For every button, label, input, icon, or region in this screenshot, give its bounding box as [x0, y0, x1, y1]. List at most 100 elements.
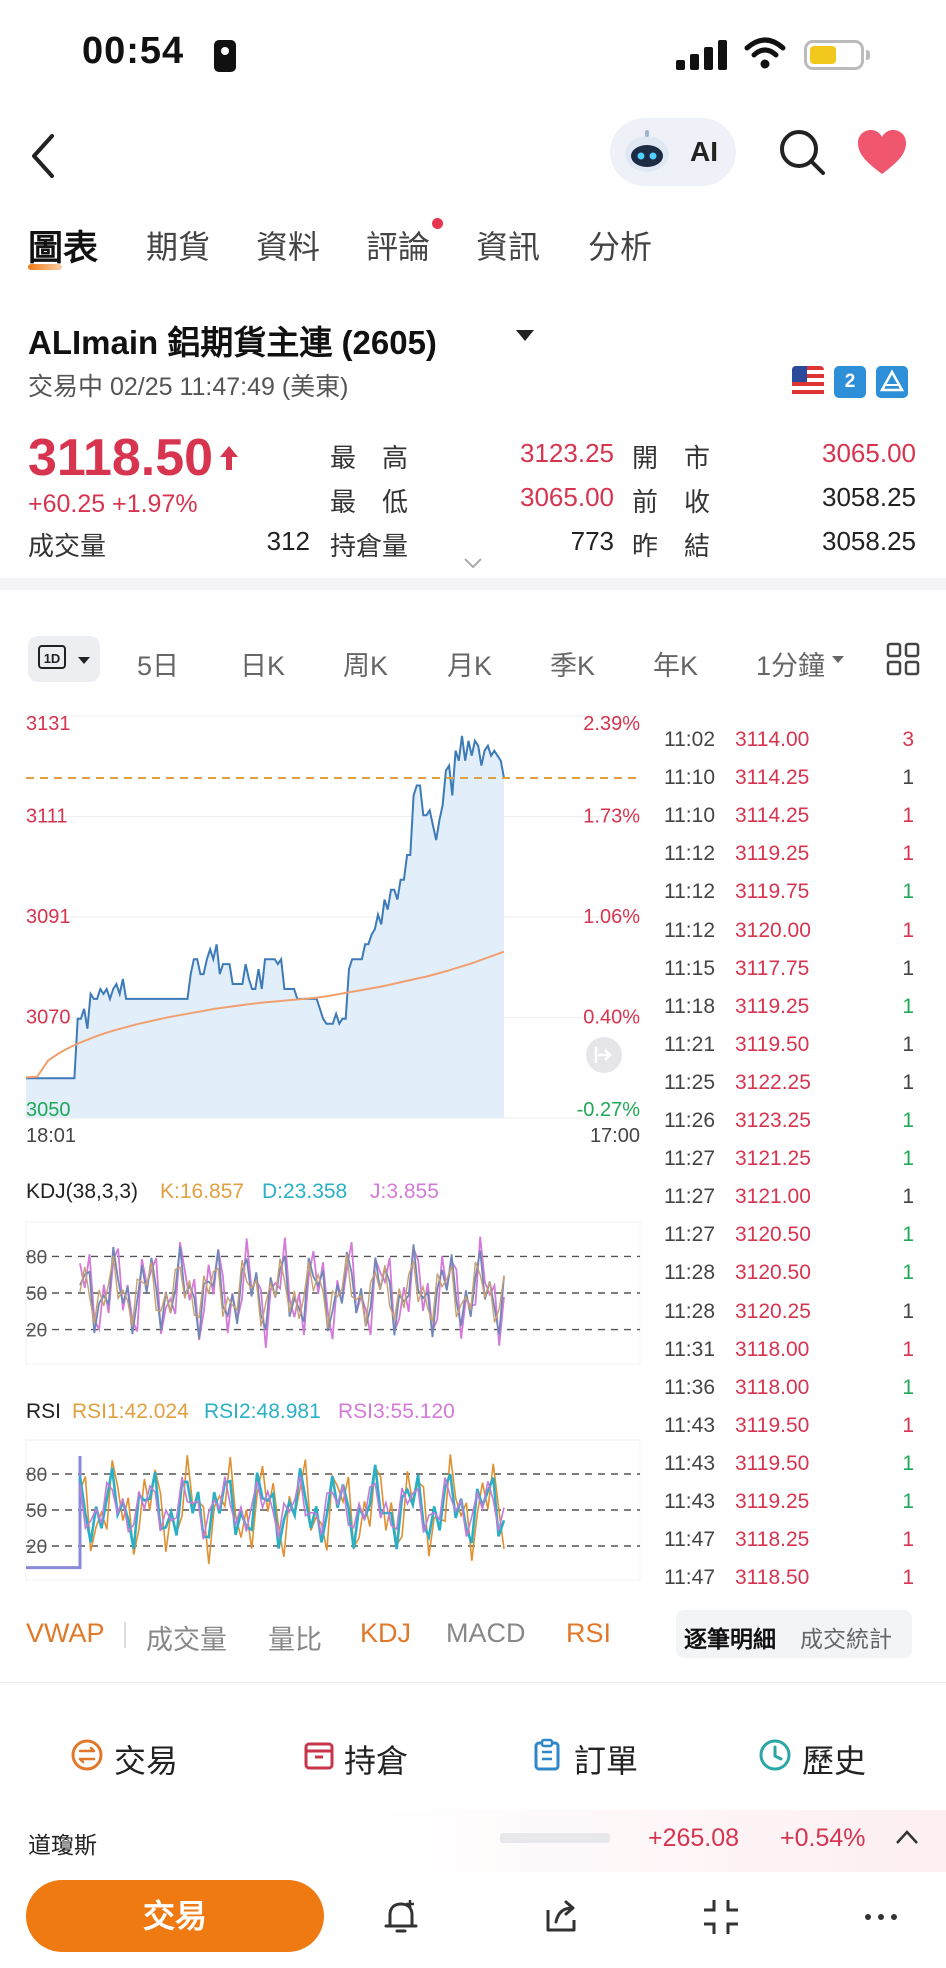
arrow-right-icon: [594, 1047, 612, 1063]
trade-volume: 1: [902, 1299, 914, 1323]
share-icon[interactable]: [540, 1896, 582, 1938]
history-clock-icon: [759, 1739, 791, 1771]
more-options-icon[interactable]: [860, 1896, 902, 1938]
y-tick-label: 3131: [26, 713, 71, 735]
grid-layout-icon[interactable]: [886, 642, 920, 676]
tab-comments[interactable]: 評論: [366, 229, 431, 265]
tab-data[interactable]: 資料: [256, 229, 321, 265]
trade-price: 3117.75: [735, 956, 810, 980]
indicator-macd[interactable]: MACD: [446, 1618, 526, 1648]
chevron-up-icon[interactable]: [894, 1828, 920, 1846]
period-1min[interactable]: 1分鐘: [756, 651, 826, 681]
ai-assistant-button[interactable]: AI: [610, 118, 736, 186]
indicator-rsi[interactable]: RSI: [566, 1618, 612, 1648]
low-label: 最 低: [330, 487, 409, 517]
price-alert-bell-icon[interactable]: [380, 1896, 422, 1938]
trade-row: 11:21 3119.50 1: [0, 1033, 946, 1063]
x-tick-label: 17:00: [590, 1125, 640, 1147]
trade-volume: 3: [902, 728, 914, 751]
trade-volume: 1: [902, 918, 914, 942]
prev-close-value: 3058.25: [822, 482, 916, 512]
rsi2-value: RSI2:48.981: [204, 1400, 321, 1423]
low-value: 3065.00: [520, 482, 614, 512]
trade-volume: 1: [902, 1070, 914, 1094]
intraday-chart: 3131 3111 3091 3070 3050 2.39% 1.73% 1.06% 0.40%…: [25, 713, 641, 1581]
open-value: 3065.00: [822, 438, 916, 468]
trade-time: 11:12: [664, 880, 715, 904]
x-tick-label: 18:01: [26, 1125, 76, 1147]
trade-time: 11:43: [664, 1490, 715, 1513]
battery-icon: [804, 40, 870, 70]
notification-dot: [432, 218, 443, 229]
trade-price: 3114.00: [735, 728, 810, 751]
trade-volume: 1: [902, 842, 914, 866]
trade-time: 11:36: [664, 1375, 715, 1399]
action-orders[interactable]: 訂單: [574, 1743, 639, 1779]
trade-time: 11:43: [664, 1451, 715, 1475]
price-up-arrow-icon: [220, 446, 238, 470]
settlement-label: 昨 結: [632, 531, 711, 561]
kdj-d-value: D:23.358: [262, 1180, 347, 1203]
rsi-title: RSI: [26, 1400, 61, 1423]
trade-row: 11:31 3118.00 1: [0, 1338, 946, 1368]
expand-chevron-icon[interactable]: [462, 556, 484, 570]
period-daily[interactable]: 日K: [240, 651, 286, 681]
high-label: 最 高: [330, 443, 409, 473]
period-weekly[interactable]: 周K: [343, 651, 389, 681]
trade-time: 11:12: [664, 918, 715, 942]
dropdown-caret-icon[interactable]: [516, 330, 534, 341]
trade-time: 11:02: [664, 728, 715, 751]
instrument-title[interactable]: ALImain 鋁期貨主連 (2605): [28, 324, 437, 361]
rsi2-line: [78, 1464, 506, 1550]
trade-button[interactable]: 交易: [26, 1880, 324, 1952]
trade-price: 3122.25: [735, 1070, 811, 1094]
period-5d[interactable]: 5日: [137, 651, 180, 681]
price-chart[interactable]: 3131 3111 3091 3070 3050 2.39% 1.73% 1.06% 0.40%…: [0, 700, 660, 1600]
tab-tick-detail[interactable]: 逐筆明細: [684, 1626, 776, 1652]
y-tick-label: 3050: [26, 1099, 71, 1121]
trade-row: 11:47 3118.50 1: [0, 1566, 946, 1596]
action-positions[interactable]: 持倉: [344, 1743, 409, 1779]
index-ticker-bar[interactable]: [0, 1810, 946, 1872]
tab-chart[interactable]: 圖表: [28, 229, 99, 268]
action-history[interactable]: 歷史: [802, 1743, 867, 1779]
period-monthly[interactable]: 月K: [447, 651, 493, 681]
tab-news[interactable]: 資訊: [476, 229, 541, 265]
action-trade[interactable]: 交易: [114, 1743, 179, 1779]
trade-time: 11:27: [664, 1147, 715, 1171]
tab-futures[interactable]: 期貨: [146, 229, 211, 265]
fullscreen-collapse-icon[interactable]: [700, 1896, 742, 1938]
period-1d-button[interactable]: 1D: [28, 636, 100, 682]
indicator-volume-ratio[interactable]: 量比: [268, 1625, 322, 1655]
trade-volume: 1: [902, 1528, 914, 1552]
period-yearly[interactable]: 年K: [653, 651, 699, 681]
detail-tab-switch: [676, 1610, 912, 1658]
rsi-level-label: 80: [26, 1465, 47, 1486]
open-interest-value: 773: [570, 526, 614, 556]
y-tick-label: 3070: [26, 1007, 71, 1029]
rsi-level-label: 50: [26, 1501, 47, 1522]
trade-time: 11:10: [664, 766, 715, 790]
indicator-vwap[interactable]: VWAP: [26, 1618, 105, 1648]
tab-trade-stats[interactable]: 成交統計: [800, 1626, 892, 1652]
futures-badge-icon: [876, 366, 908, 398]
trade-row: 11:27 3121.25 1: [0, 1147, 946, 1177]
volume-value: 312: [266, 526, 310, 556]
period-quarterly[interactable]: 季K: [550, 651, 596, 681]
kdj-j-value: J:3.855: [370, 1180, 439, 1203]
search-icon[interactable]: [776, 126, 828, 178]
ticker-sparkline-icon: [500, 1833, 610, 1843]
trade-row: 11:47 3118.25 1: [0, 1528, 946, 1558]
favorite-heart-icon[interactable]: [856, 128, 908, 176]
indicator-volume[interactable]: 成交量: [146, 1625, 227, 1655]
trade-time: 11:12: [664, 842, 715, 866]
trade-row: 11:26 3123.25 1: [0, 1109, 946, 1139]
back-icon[interactable]: [24, 128, 64, 184]
indicator-kdj[interactable]: KDJ: [360, 1618, 412, 1648]
trade-time: 11:25: [664, 1070, 715, 1094]
trade-price: 3114.25: [735, 766, 810, 790]
trade-price: 3119.75: [735, 880, 810, 904]
tab-analysis[interactable]: 分析: [588, 229, 653, 265]
trade-volume: 1: [902, 1223, 914, 1247]
trade-time: 11:27: [664, 1223, 715, 1247]
